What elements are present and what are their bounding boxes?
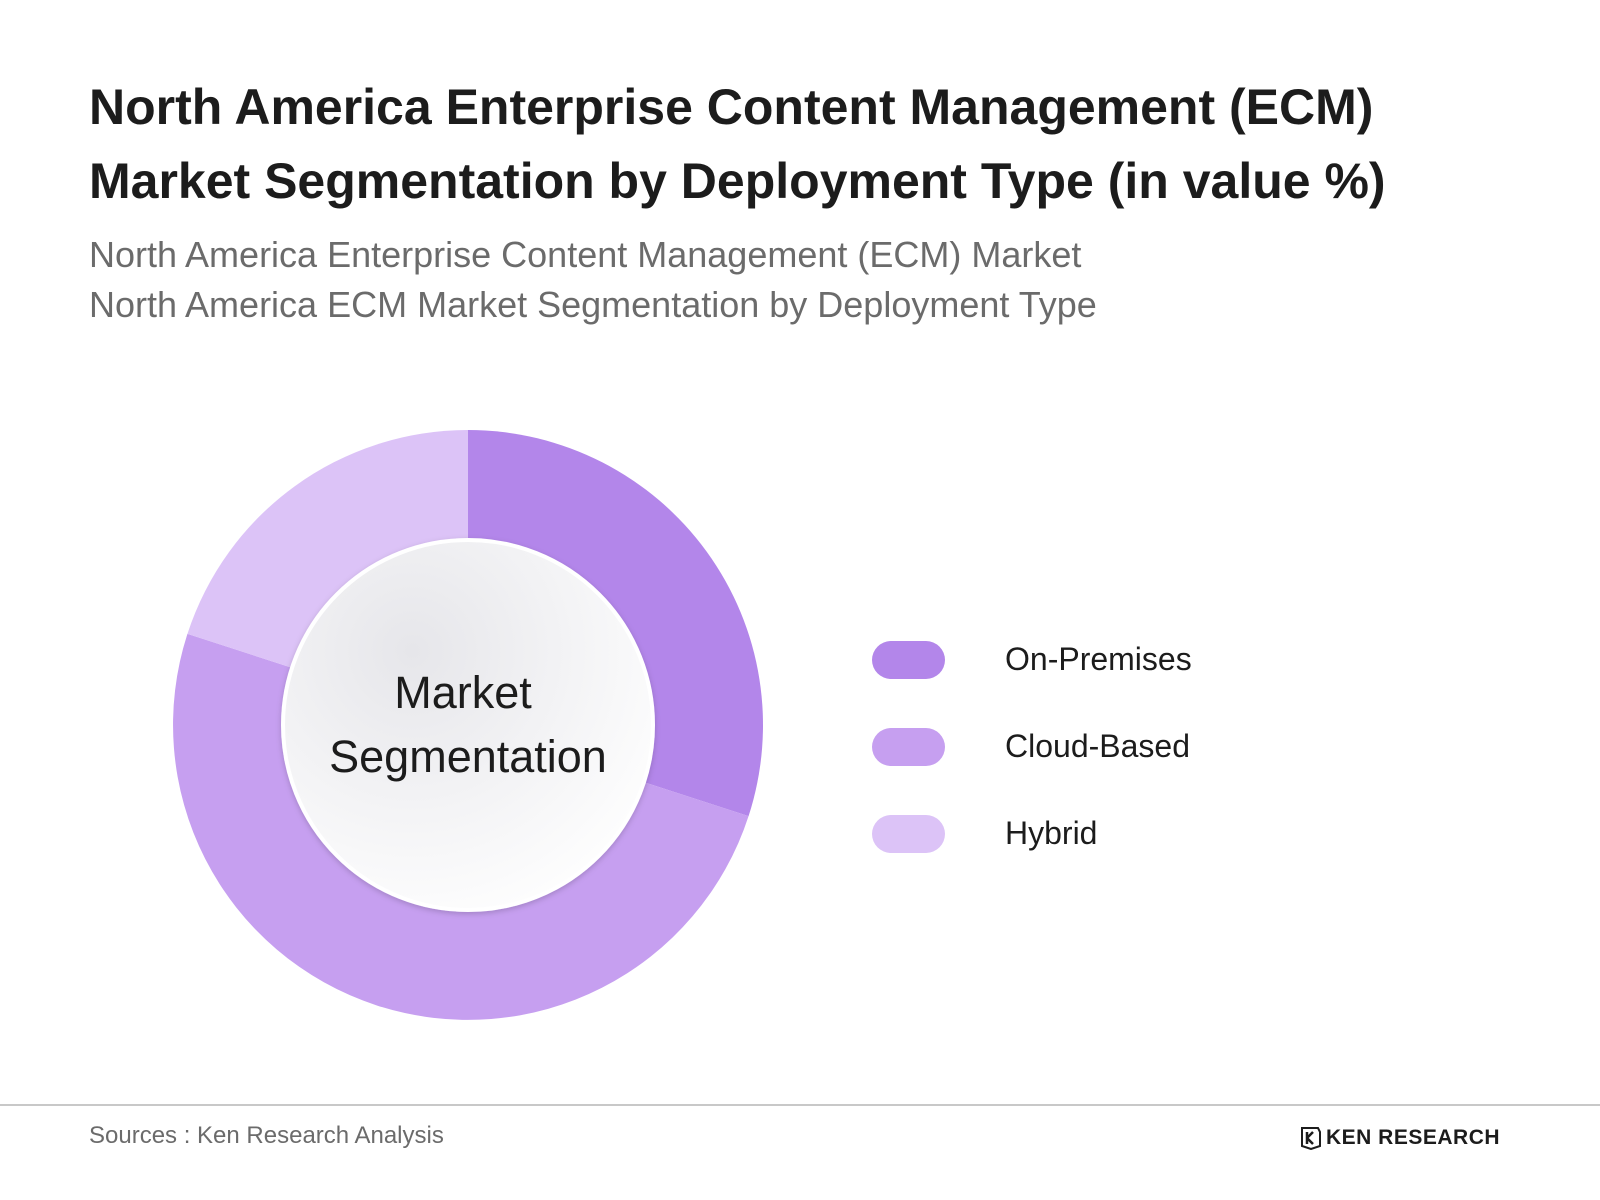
legend-item-hybrid: Hybrid xyxy=(872,790,1192,877)
subtitle-line-1: North America Enterprise Content Managem… xyxy=(89,234,1082,275)
title-line-2: Market Segmentation by Deployment Type (… xyxy=(89,153,1386,209)
logo-text: KEN RESEARCH xyxy=(1326,1126,1501,1149)
legend-label: Cloud-Based xyxy=(1005,728,1190,764)
legend-item-on-premises: On-Premises xyxy=(872,616,1192,703)
source-note: Sources : Ken Research Analysis xyxy=(89,1122,444,1149)
legend-swatch xyxy=(872,727,945,766)
chart-subtitle: North America Enterprise Content Managem… xyxy=(89,230,1097,330)
footer-divider xyxy=(0,1104,1600,1106)
legend-label: On-Premises xyxy=(1005,641,1192,677)
chart-title: North America Enterprise Content Managem… xyxy=(89,70,1549,218)
center-label-line-1: Market xyxy=(394,667,532,718)
donut-center xyxy=(281,538,655,912)
ken-logo-icon xyxy=(1301,1127,1321,1150)
center-label-line-2: Segmentation xyxy=(329,731,607,782)
subtitle-line-2: North America ECM Market Segmentation by… xyxy=(89,284,1097,325)
legend: On-Premises Cloud-Based Hybrid xyxy=(872,616,1192,877)
title-line-1: North America Enterprise Content Managem… xyxy=(89,79,1374,135)
legend-swatch xyxy=(872,814,945,853)
donut-chart: Market Segmentation xyxy=(173,430,763,1020)
legend-item-cloud-based: Cloud-Based xyxy=(872,703,1192,790)
legend-swatch xyxy=(872,640,945,679)
legend-label: Hybrid xyxy=(1005,815,1098,851)
ken-research-logo: KEN RESEARCH xyxy=(1300,1126,1500,1150)
